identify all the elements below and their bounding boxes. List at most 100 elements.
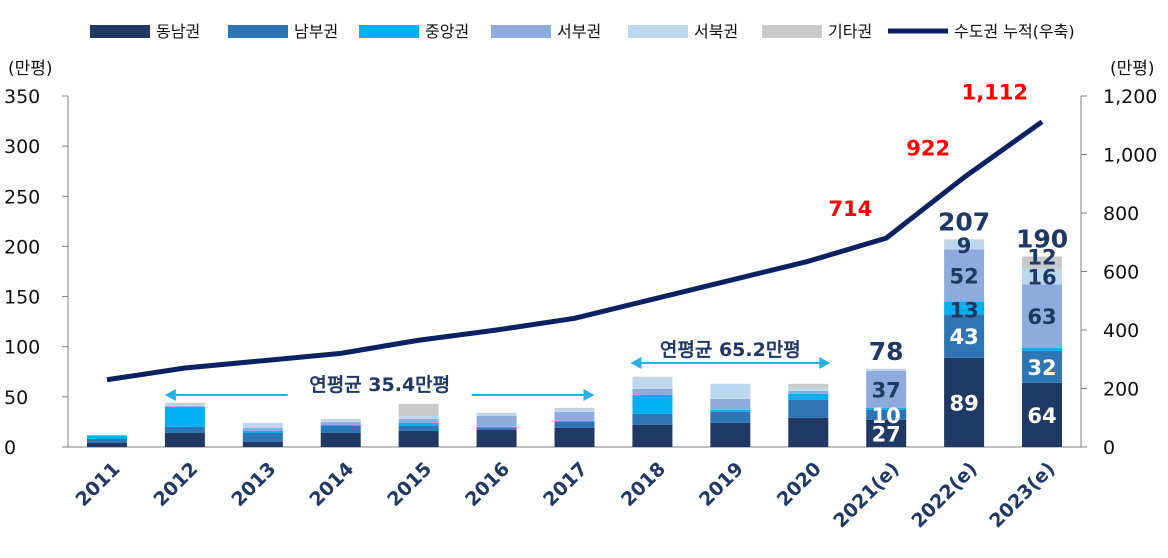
bar-2021(e)-중앙권 — [866, 407, 907, 410]
x-tick-label-2: 2013 — [227, 458, 280, 511]
segment-label-6: 52 — [949, 265, 978, 289]
bar-2018-동남권 — [632, 424, 673, 447]
bar-2016-동남권 — [476, 429, 517, 447]
bar-2020-남부권 — [788, 399, 829, 418]
bar-2012-남부권 — [164, 426, 205, 433]
bar-2020-서북권 — [788, 387, 829, 391]
legend-swatch-5 — [762, 25, 822, 38]
segment-label-10: 63 — [1027, 305, 1056, 329]
x-tick-label-12: 2023(e) — [985, 458, 1059, 532]
bar-2023(e)-동남권 — [1022, 382, 1063, 447]
bar-2022(e)-동남권 — [944, 357, 985, 447]
bar-2013-서북권 — [242, 422, 283, 428]
x-tick-label-8: 2019 — [695, 458, 748, 511]
left-tick-label-0: 0 — [4, 437, 16, 459]
bar-2016-남부권 — [476, 427, 517, 430]
bar-2017-중앙권 — [554, 420, 595, 422]
bar-2012-중앙권 — [164, 406, 205, 427]
bar-2022(e)-기타권 — [944, 239, 985, 241]
legend-label-4: 서북권 — [694, 22, 738, 41]
cumulative-line — [106, 119, 1044, 383]
bar-2016-서부권 — [476, 415, 517, 427]
segment-label-5: 13 — [949, 299, 978, 323]
bar-2015-중앙권 — [398, 422, 439, 426]
x-tick-label-9: 2020 — [773, 458, 826, 511]
bar-2012-동남권 — [164, 432, 205, 447]
bar-2018-서북권 — [632, 377, 673, 389]
bar-2020-기타권 — [788, 383, 829, 388]
cumulative-line-path — [106, 119, 1044, 383]
bar-2014-서부권 — [320, 421, 361, 425]
bar-2016-중앙권 — [476, 426, 517, 428]
right-tick-label-4: 800 — [1103, 203, 1139, 225]
x-tick-label-11: 2022(e) — [907, 458, 981, 532]
total-label-0: 78 — [869, 337, 904, 366]
avg-text-bg-0 — [287, 372, 472, 398]
bar-2015-기타권 — [398, 403, 439, 416]
bar-2023(e)-기타권 — [1022, 256, 1063, 269]
right-tick-label-3: 600 — [1103, 262, 1139, 284]
bar-2016-기타권 — [476, 412, 517, 414]
left-axis-unit: (만평) — [8, 59, 53, 79]
bar-2012-서북권 — [164, 404, 205, 406]
right-tick-label-6: 1,200 — [1103, 86, 1157, 108]
bar-2018-서부권 — [632, 388, 673, 395]
segment-label-1: 10 — [872, 404, 901, 428]
left-tick-label-2: 100 — [4, 337, 40, 359]
x-tick-label-5: 2016 — [461, 458, 514, 511]
bar-2014-기타권 — [320, 418, 361, 420]
bar-2011-중앙권 — [86, 435, 127, 439]
annotations: 연평균 35.4만평 연평균 65.2만평 — [164, 339, 831, 401]
bar-2019-서북권 — [710, 383, 751, 399]
legend-line-label: 수도권 누적(우축) — [954, 22, 1075, 41]
bar-2020-중앙권 — [788, 393, 829, 400]
left-tick-label-3: 150 — [4, 287, 40, 309]
line-label-1: 922 — [906, 136, 950, 160]
bar-2021(e)-서부권 — [866, 370, 907, 408]
bar-2019-동남권 — [710, 422, 751, 447]
bar-2022(e)-서북권 — [944, 240, 985, 250]
legend-swatch-3 — [491, 25, 551, 38]
bar-2019-중앙권 — [710, 409, 751, 412]
left-tick-label-6: 300 — [4, 136, 40, 158]
right-axis-unit: (만평) — [1110, 59, 1155, 79]
segment-label-11: 16 — [1027, 266, 1056, 290]
right-tick-label-5: 1,000 — [1103, 145, 1157, 167]
bar-2017-남부권 — [554, 421, 595, 428]
x-tick-label-10: 2021(e) — [829, 458, 903, 532]
bar-2018-중앙권 — [632, 394, 673, 414]
bar-2015-서부권 — [398, 418, 439, 423]
bar-2011-서부권 — [86, 434, 127, 436]
bar-2015-남부권 — [398, 425, 439, 431]
avg-arrow-head-right-1 — [819, 357, 831, 369]
bar-2021(e)-남부권 — [866, 409, 907, 420]
bar-2012-서부권 — [164, 405, 205, 407]
legend-swatch-1 — [228, 25, 288, 38]
bar-2022(e)-중앙권 — [944, 301, 985, 315]
segment-label-2: 37 — [872, 378, 901, 402]
right-tick-label-1: 200 — [1103, 379, 1139, 401]
bar-2023(e)-서부권 — [1022, 284, 1063, 348]
bar-2014-중앙권 — [320, 424, 361, 426]
bar-2023(e)-중앙권 — [1022, 347, 1063, 351]
left-tick-label-7: 350 — [4, 86, 40, 108]
bar-2014-서북권 — [320, 419, 361, 422]
bar-2017-서부권 — [554, 411, 595, 421]
bar-2023(e)-남부권 — [1022, 350, 1063, 383]
left-tick-label-1: 50 — [4, 387, 28, 409]
avg-text-0: 연평균 35.4만평 — [309, 374, 450, 396]
bar-2022(e)-남부권 — [944, 314, 985, 358]
total-label-1: 207 — [938, 207, 990, 236]
bar-2014-동남권 — [320, 432, 361, 447]
left-tick-label-4: 200 — [4, 236, 40, 258]
bar-2019-서부권 — [710, 398, 751, 410]
avg-arrow-head-left-1 — [630, 357, 642, 369]
legend-label-0: 동남권 — [156, 22, 200, 41]
axes: 0 50 100 150 200 250 300 350 0 200 400 600 800 1,000 1… — [4, 86, 1157, 532]
legend-swatch-2 — [359, 25, 419, 38]
bar-2020-동남권 — [788, 417, 829, 447]
legend-label-2: 중앙권 — [425, 22, 469, 41]
segment-label-7: 9 — [957, 234, 972, 258]
bar-2016-서북권 — [476, 413, 517, 416]
